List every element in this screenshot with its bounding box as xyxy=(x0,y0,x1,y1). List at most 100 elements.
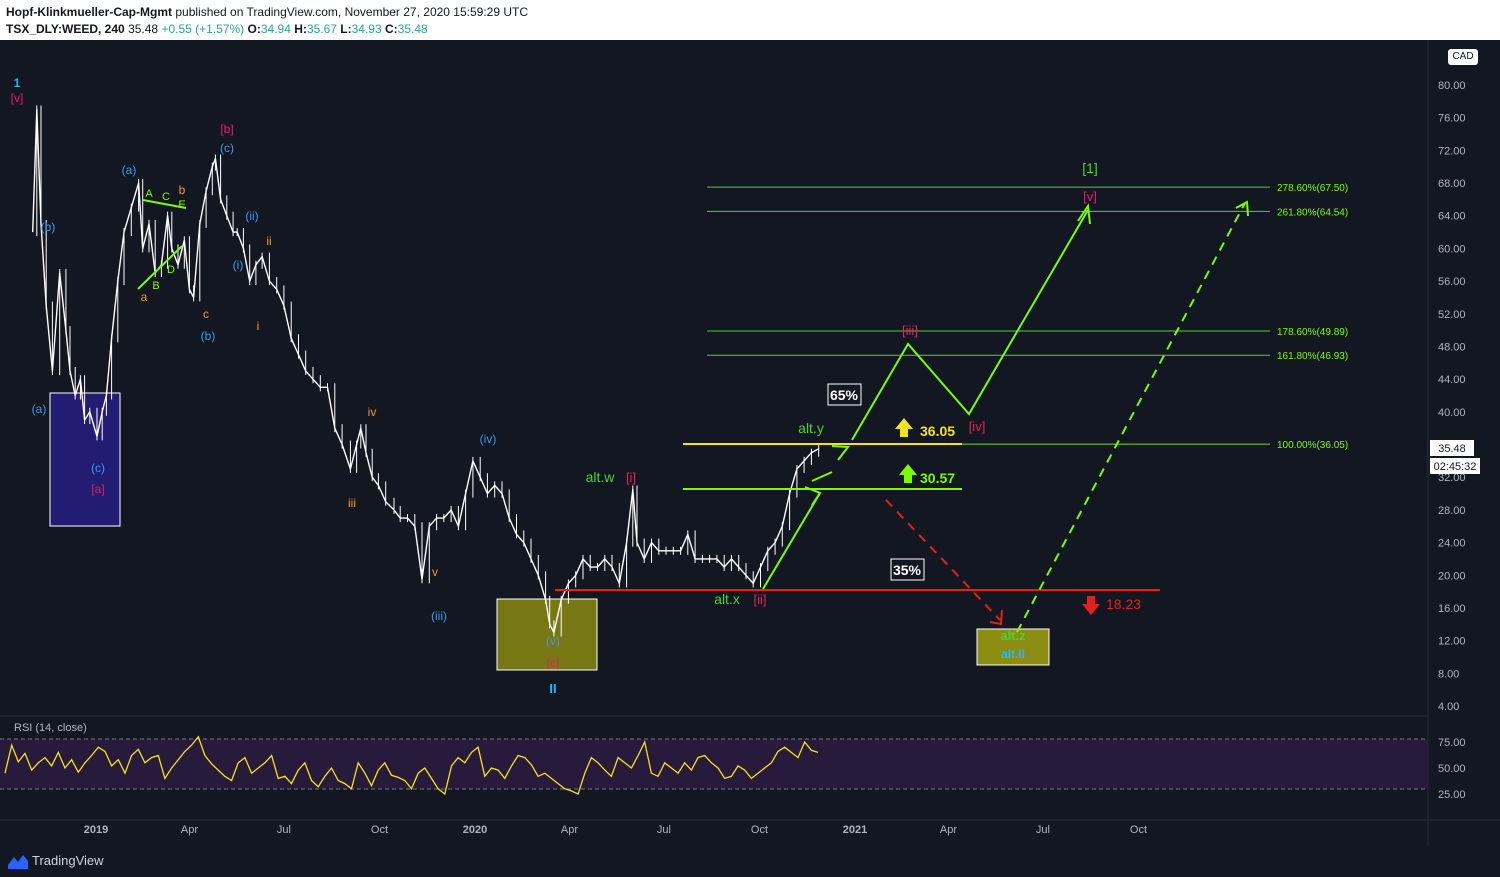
wave-label: [a] xyxy=(91,482,104,496)
fib-level-label: 278.60%(67.50) xyxy=(1277,183,1348,194)
alt-path xyxy=(1016,202,1246,633)
publisher-line: Hopf-Klinkmueller-Cap-Mgmt published on … xyxy=(6,5,528,19)
target-upper-label: 36.05 xyxy=(920,423,955,439)
wave-labels: 1 [v] (b) (a) (c) [a] (a) (b) [b] (c) (i… xyxy=(11,76,1098,696)
wave-label: alt.w xyxy=(586,469,616,485)
open-value: 34.94 xyxy=(260,22,291,36)
x-tick-label: 2019 xyxy=(84,824,108,836)
open-label: O: xyxy=(247,22,261,36)
y-tick-label: 64.00 xyxy=(1438,211,1466,223)
chart-area[interactable] xyxy=(0,40,1500,845)
x-tick-label: Oct xyxy=(1130,824,1147,836)
y-tick-label: 32.00 xyxy=(1438,472,1466,484)
y-tick-label: 8.00 xyxy=(1438,668,1459,680)
wave-1-label: 1 xyxy=(14,76,21,90)
y-tick-label: 56.00 xyxy=(1438,276,1466,288)
y-tick-label: 80.00 xyxy=(1438,80,1466,92)
y-tick-label: 20.00 xyxy=(1438,570,1466,582)
wave-label: [1] xyxy=(1082,160,1098,176)
x-tick-label: Jul xyxy=(277,824,291,836)
wave-label: [v] xyxy=(11,91,24,105)
rsi-ticks: 75.00 50.00 25.00 xyxy=(1438,737,1466,801)
y-tick-label: 4.00 xyxy=(1438,701,1459,713)
arrow-head-1 xyxy=(804,486,822,506)
fib-level-label: 261.80%(64.54) xyxy=(1277,207,1348,218)
tradingview-logo-icon[interactable] xyxy=(8,853,28,869)
wave-label: D xyxy=(167,264,175,276)
x-tick-label: Apr xyxy=(940,824,957,836)
high-value: 35.67 xyxy=(306,22,337,36)
price-series xyxy=(32,105,820,637)
x-tick-label: Oct xyxy=(371,824,388,836)
wave-label: iii xyxy=(348,496,356,510)
y-tick-label: 28.00 xyxy=(1438,505,1466,517)
y-tick-label: 44.00 xyxy=(1438,374,1466,386)
published-text: published on TradingView.com, November 2… xyxy=(175,5,529,19)
wave-label: (i) xyxy=(233,258,244,272)
wave-label: (ii) xyxy=(245,209,258,223)
y-tick-label: 48.00 xyxy=(1438,341,1466,353)
x-tick-label: Jul xyxy=(657,824,671,836)
wave-label: alt.x xyxy=(714,591,740,607)
ohlc-line: TSX_DLY:WEED, 240 35.48 +0.55 (+1.57%) O… xyxy=(6,22,428,36)
wave-label: iv xyxy=(368,405,377,419)
wave-label: A xyxy=(145,188,153,200)
y-tick-label: 72.00 xyxy=(1438,145,1466,157)
wave-label: a xyxy=(141,290,148,304)
symbol-label[interactable]: TSX_DLY:WEED, 240 xyxy=(6,22,125,36)
last-price-badge xyxy=(1430,440,1474,456)
arrow-down-red-icon xyxy=(1082,596,1100,615)
arrow-up-yellow-icon xyxy=(895,418,913,437)
wave-label: C xyxy=(162,191,170,203)
wave-label: [c] xyxy=(547,656,560,670)
rsi-tick-label: 50.00 xyxy=(1438,763,1466,775)
rsi-title: RSI (14, close) xyxy=(14,722,87,734)
rsi-band xyxy=(0,739,1428,789)
wave-label: b xyxy=(179,183,186,197)
x-tick-label: 2020 xyxy=(463,824,487,836)
arrow-head-3 xyxy=(1077,203,1091,225)
fib-level-label: 178.60%(49.89) xyxy=(1277,327,1348,338)
chart-svg[interactable]: 278.60%(67.50) 261.80%(64.54) 178.60%(49.8… xyxy=(0,40,1500,845)
chart-header: Hopf-Klinkmueller-Cap-Mgmt published on … xyxy=(0,0,1500,40)
rsi-tick-label: 75.00 xyxy=(1438,737,1466,749)
prob-bear: 35% xyxy=(893,562,922,578)
x-tick-label: Jul xyxy=(1036,824,1050,836)
wave-label: (c) xyxy=(220,141,234,155)
tradingview-brand[interactable]: TradingView xyxy=(32,853,104,868)
wave-label: (a) xyxy=(122,163,137,177)
y-tick-label: 60.00 xyxy=(1438,243,1466,255)
x-tick-label: Apr xyxy=(561,824,578,836)
wave-label: [b] xyxy=(220,122,233,136)
wave-label: [ii] xyxy=(754,592,767,607)
wave-label: II xyxy=(549,681,556,696)
wave-label: (c) xyxy=(91,461,105,475)
wave-label: [v] xyxy=(1083,189,1097,204)
low-label: L: xyxy=(340,22,352,36)
close-label: C: xyxy=(384,22,398,36)
wave-label: (v) xyxy=(546,634,560,648)
wave-label: (iii) xyxy=(431,609,447,623)
y-tick-label: 24.00 xyxy=(1438,538,1466,550)
wave-label: (iv) xyxy=(480,432,497,446)
main-count-path xyxy=(851,209,1089,441)
close-value: 35.48 xyxy=(397,22,428,36)
y-tick-label: 16.00 xyxy=(1438,603,1466,615)
target-lower-label: 18.23 xyxy=(1106,596,1141,612)
high-label: H: xyxy=(294,22,307,36)
y-tick-label: 68.00 xyxy=(1438,178,1466,190)
y-axis-ticks: 80.00 76.00 72.00 68.00 64.00 60.00 56.00 52.00… xyxy=(1438,80,1466,713)
last-price-badge-text: 35.48 xyxy=(1438,443,1466,455)
wave-label: alt.y xyxy=(798,420,824,436)
prob-bull: 65% xyxy=(830,387,859,403)
currency-badge[interactable]: CAD xyxy=(1448,49,1478,65)
footer: TradingView xyxy=(0,845,1500,877)
publisher-name[interactable]: Hopf-Klinkmueller-Cap-Mgmt xyxy=(6,5,172,19)
wave-label: v xyxy=(432,565,438,579)
wave-label: E xyxy=(178,199,185,211)
wave-label: (b) xyxy=(201,329,216,343)
alt-arrow-head xyxy=(1235,200,1249,217)
fib-levels: 278.60%(67.50) 261.80%(64.54) 178.60%(49.8… xyxy=(683,183,1348,451)
y-tick-label: 52.00 xyxy=(1438,309,1466,321)
y-tick-label: 40.00 xyxy=(1438,407,1466,419)
